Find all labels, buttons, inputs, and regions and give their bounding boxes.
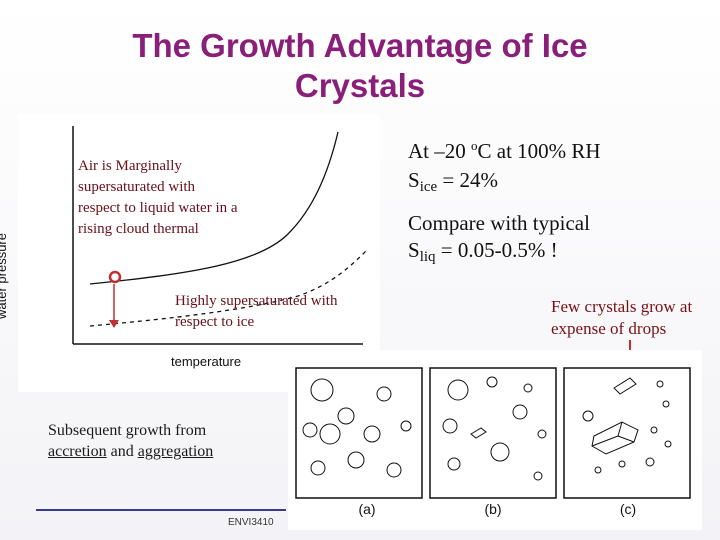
accretion-term: accretion <box>48 443 107 460</box>
footer-divider <box>36 509 286 511</box>
panel-a <box>295 367 423 499</box>
few-crystals-note: Few crystals grow at expense of drops <box>551 297 693 338</box>
condition-suffix: C at 100% RH <box>477 139 601 163</box>
s-liq-symbol: S <box>408 238 420 262</box>
condition-prefix: At –20 <box>408 139 471 163</box>
panel-c <box>563 367 691 499</box>
liquid-note: Air is Marginally supersaturated with re… <box>78 158 238 237</box>
liquid-supersaturation-text: Compare with typical Sliq = 0.05-0.5% ! <box>408 210 590 267</box>
panel-label-b: (b) <box>484 501 501 517</box>
aggregation-term: aggregation <box>137 443 214 460</box>
liquid-saturation-curve <box>89 131 339 285</box>
footer-course-code: ENVI3410 <box>228 517 274 528</box>
ice-supersaturation-text: At –20 oC at 100% RH Sice = 24% <box>408 138 601 197</box>
droplet-crystal-figure: (a) (b) (c) <box>288 350 702 530</box>
panel-label-a: (a) <box>358 501 375 517</box>
s-liq-value: = 0.05-0.5% ! <box>435 238 558 262</box>
title-line-1: The Growth Advantage of Ice <box>132 27 588 64</box>
ice-saturation-curve <box>89 248 369 327</box>
s-liq-subscript: liq <box>419 249 436 265</box>
vapor-pressure-diagram: Air is Marginally supersaturated with re… <box>0 114 380 392</box>
page-title: The Growth Advantage of Ice Crystals <box>60 26 660 106</box>
panel-label-c: (c) <box>620 501 636 517</box>
subsequent-line-1: Subsequent growth from <box>48 422 207 439</box>
s-ice-subscript: ice <box>419 179 438 195</box>
s-liq-line: Sliq = 0.05-0.5% ! <box>408 237 590 267</box>
droplet-panels: (a) (b) (c) <box>295 367 691 517</box>
and-word: and <box>106 443 138 460</box>
x-axis-label: temperature <box>171 354 242 369</box>
s-ice-value: = 24% <box>437 168 499 192</box>
subsequent-growth-note: Subsequent growth from accretion and agg… <box>48 420 213 462</box>
descent-arrow-head <box>109 320 119 328</box>
s-ice-symbol: S <box>408 168 420 192</box>
y-axis-label: water pressure <box>0 233 9 319</box>
ice-note: Highly supersaturated with respect to ic… <box>175 293 338 330</box>
title-line-2: Crystals <box>294 67 426 104</box>
air-parcel-marker <box>108 270 122 284</box>
vapor-pressure-plot <box>72 126 369 345</box>
compare-line: Compare with typical <box>408 211 590 235</box>
s-ice-line: Sice = 24% <box>408 167 601 197</box>
degree-mark: o <box>471 138 478 153</box>
panel-b <box>429 367 557 499</box>
subsequent-line-2: accretion and aggregation <box>48 441 213 462</box>
condition-line: At –20 oC at 100% RH <box>408 138 601 167</box>
